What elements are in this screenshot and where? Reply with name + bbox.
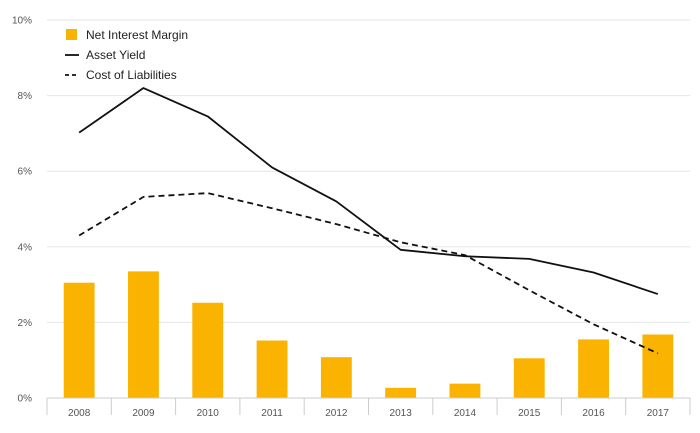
bar-net-interest-margin (449, 383, 481, 398)
y-tick-label: 8% (18, 91, 33, 102)
legend: Net Interest Margin Asset Yield Cost of Li… (65, 28, 188, 82)
legend-label: Asset Yield (86, 48, 145, 62)
x-tick-label: 2008 (68, 408, 91, 419)
x-tick-label: 2016 (582, 408, 605, 419)
bar-net-interest-margin (642, 334, 674, 398)
x-tick-label: 2014 (454, 408, 477, 419)
line-asset-yield (78, 87, 659, 295)
y-tick-label: 2% (18, 318, 33, 329)
line-cost-of-liabilities (78, 192, 659, 355)
y-tick-label: 0% (18, 394, 33, 405)
bar-net-interest-margin (256, 340, 288, 398)
bar-net-interest-margin (63, 282, 95, 398)
lines (78, 87, 659, 355)
y-tick-label: 10% (12, 16, 32, 27)
x-tick-label: 2011 (261, 408, 283, 419)
x-tick-label: 2015 (518, 408, 541, 419)
bar-net-interest-margin (128, 271, 159, 398)
bar-net-interest-margin (578, 339, 609, 398)
bar-net-interest-margin (320, 357, 352, 398)
y-tick-label: 6% (18, 167, 33, 178)
x-tick-label: 2009 (132, 408, 155, 419)
y-tick-label: 4% (18, 242, 33, 253)
bar-net-interest-margin (513, 358, 545, 398)
bar-net-interest-margin (192, 302, 224, 398)
legend-label: Net Interest Margin (86, 28, 188, 42)
x-tick-label: 2010 (197, 408, 220, 419)
bars (63, 271, 674, 398)
gridlines (47, 19, 690, 323)
bar-net-interest-margin (385, 387, 417, 398)
x-tick-label: 2017 (647, 408, 670, 419)
legend-swatch-bar (66, 29, 77, 40)
legend-label: Cost of Liabilities (86, 68, 177, 82)
x-tick-label: 2012 (325, 408, 348, 419)
x-tick-label: 2013 (390, 408, 413, 419)
axes: 0% 2% 4% 6% 8% 10% 2008 2009 2010 2011 2012 2013 201… (12, 16, 691, 419)
